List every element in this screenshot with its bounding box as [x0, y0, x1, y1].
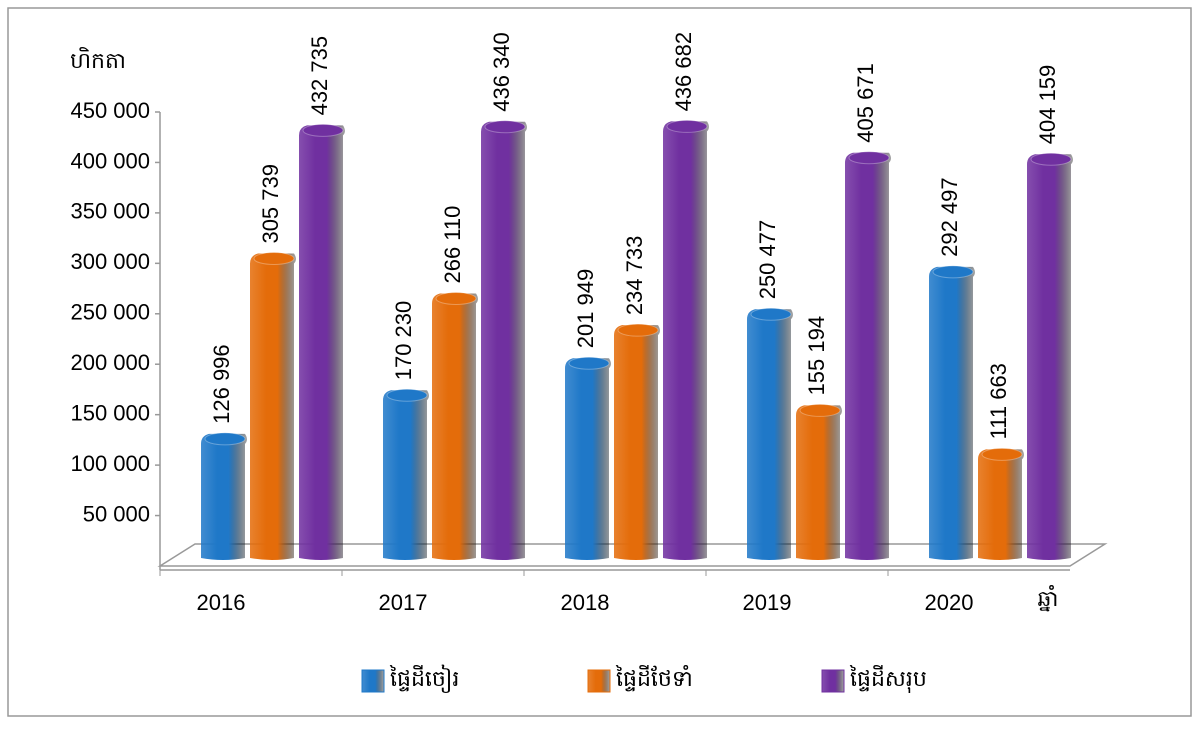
data-label: 432 735	[307, 36, 332, 116]
x-tick-label: 2019	[743, 590, 792, 615]
data-label: 292 497	[937, 177, 962, 257]
floor	[157, 543, 1108, 567]
y-axis-label: ហិកតា	[70, 47, 126, 73]
x-tick-label: 2016	[197, 590, 246, 615]
bar	[614, 323, 660, 560]
bar	[747, 307, 793, 560]
data-label: 305 739	[258, 164, 283, 244]
bar	[845, 151, 891, 561]
bar	[978, 447, 1024, 560]
data-label: 126 996	[209, 344, 234, 424]
y-tick-label: 250 000	[70, 300, 150, 325]
legend-swatch	[821, 669, 845, 693]
legend-swatch	[587, 669, 611, 693]
legend-label: ផ្ទៃដីចៀរ	[389, 664, 459, 693]
data-label: 266 110	[440, 206, 465, 284]
x-tick-label: 2020	[925, 590, 974, 615]
y-tick-label: 50 000	[83, 501, 150, 526]
bar	[663, 119, 709, 561]
data-label: 170 230	[391, 301, 416, 381]
bar	[201, 432, 247, 560]
data-label: 201 949	[573, 269, 598, 349]
y-tick-label: 450 000	[70, 98, 150, 123]
x-axis-label: ឆ្នាំ	[1038, 585, 1059, 612]
data-label: 250 477	[755, 220, 780, 300]
legend-label: ផ្ទៃដីសរុប	[849, 665, 927, 693]
y-tick-label: 400 000	[70, 148, 150, 173]
bar	[796, 403, 842, 560]
bar	[929, 265, 975, 560]
data-label: 404 159	[1035, 65, 1060, 145]
y-tick-label: 100 000	[70, 451, 150, 476]
y-tick-label: 200 000	[70, 350, 150, 375]
data-label: 436 682	[671, 32, 696, 112]
y-tick-label: 300 000	[70, 249, 150, 274]
y-tick-label: 350 000	[70, 199, 150, 224]
bar	[481, 120, 527, 560]
data-label: 234 733	[622, 236, 647, 316]
bar	[432, 292, 478, 560]
y-tick-label: 150 000	[70, 400, 150, 425]
bar	[250, 252, 296, 560]
bar	[565, 356, 611, 560]
bar	[1027, 152, 1073, 560]
legend-label: ផ្ទៃដីថែទាំ	[615, 665, 693, 692]
data-label: 111 663	[986, 363, 1011, 439]
bar	[383, 388, 429, 560]
x-tick-label: 2017	[379, 590, 428, 615]
data-label: 155 194	[804, 316, 829, 396]
bar	[299, 123, 345, 561]
data-label: 436 340	[489, 32, 514, 112]
x-tick-label: 2018	[561, 590, 610, 615]
legend-swatch	[361, 669, 385, 693]
data-label: 405 671	[853, 63, 878, 143]
